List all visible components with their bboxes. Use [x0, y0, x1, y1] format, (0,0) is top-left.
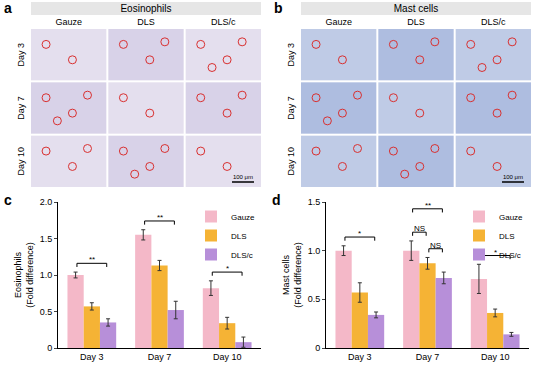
- svg-text:Mast cells(Fold difference): Mast cells(Fold difference): [281, 242, 303, 307]
- svg-text:Mast cells: Mast cells: [394, 3, 438, 14]
- svg-text:2.0: 2.0: [40, 197, 53, 207]
- svg-text:Day 10: Day 10: [286, 147, 296, 176]
- svg-text:*: *: [226, 264, 229, 273]
- svg-text:0: 0: [315, 343, 320, 353]
- svg-text:Day 7: Day 7: [148, 352, 172, 362]
- svg-text:100 μm: 100 μm: [233, 174, 253, 180]
- svg-text:1.5: 1.5: [40, 234, 53, 244]
- svg-text:1.0: 1.0: [40, 270, 53, 280]
- svg-text:NS: NS: [414, 224, 425, 233]
- svg-text:Gauze: Gauze: [325, 17, 352, 27]
- svg-text:Gauze: Gauze: [231, 213, 255, 222]
- svg-text:DLS: DLS: [231, 232, 247, 241]
- svg-text:Day 7: Day 7: [286, 96, 296, 120]
- svg-text:a: a: [4, 0, 12, 16]
- svg-text:**: **: [425, 201, 431, 210]
- svg-text:b: b: [274, 0, 283, 16]
- svg-text:DLS/c: DLS/c: [211, 17, 236, 27]
- svg-text:DLS: DLS: [499, 232, 515, 241]
- svg-text:Gauze: Gauze: [55, 17, 82, 27]
- svg-text:Gauze: Gauze: [499, 213, 523, 222]
- svg-text:1.5: 1.5: [308, 197, 321, 207]
- svg-text:0.5: 0.5: [40, 307, 53, 317]
- svg-text:*: *: [494, 248, 497, 257]
- svg-text:Day 10: Day 10: [16, 147, 26, 176]
- svg-text:DLS/c: DLS/c: [231, 251, 253, 260]
- html-text:d: d: [272, 192, 281, 208]
- svg-text:DLS/c: DLS/c: [499, 251, 521, 260]
- svg-text:DLS/c: DLS/c: [481, 17, 506, 27]
- svg-text:Day 7: Day 7: [16, 96, 26, 120]
- svg-text:0.5: 0.5: [308, 294, 321, 304]
- svg-text:DLS: DLS: [137, 17, 155, 27]
- svg-text:Day 3: Day 3: [348, 352, 372, 362]
- svg-text:Day 3: Day 3: [286, 43, 296, 67]
- html-text:c: c: [4, 192, 12, 208]
- svg-text:Day 10: Day 10: [481, 352, 510, 362]
- svg-text:0: 0: [47, 343, 52, 353]
- svg-text:100 μm: 100 μm: [503, 174, 523, 180]
- svg-text:**: **: [157, 213, 163, 222]
- svg-text:Day 3: Day 3: [80, 352, 104, 362]
- svg-text:Day 10: Day 10: [213, 352, 242, 362]
- svg-text:NS: NS: [430, 241, 441, 250]
- svg-text:Eosinophils(Fold difference): Eosinophils(Fold difference): [13, 242, 35, 307]
- svg-text:**: **: [89, 255, 95, 264]
- svg-text:*: *: [358, 229, 361, 238]
- svg-text:1.0: 1.0: [308, 246, 321, 256]
- svg-text:Day 7: Day 7: [416, 352, 440, 362]
- svg-text:DLS: DLS: [407, 17, 425, 27]
- svg-text:Day 3: Day 3: [16, 43, 26, 67]
- svg-text:Eosinophils: Eosinophils: [120, 3, 171, 14]
